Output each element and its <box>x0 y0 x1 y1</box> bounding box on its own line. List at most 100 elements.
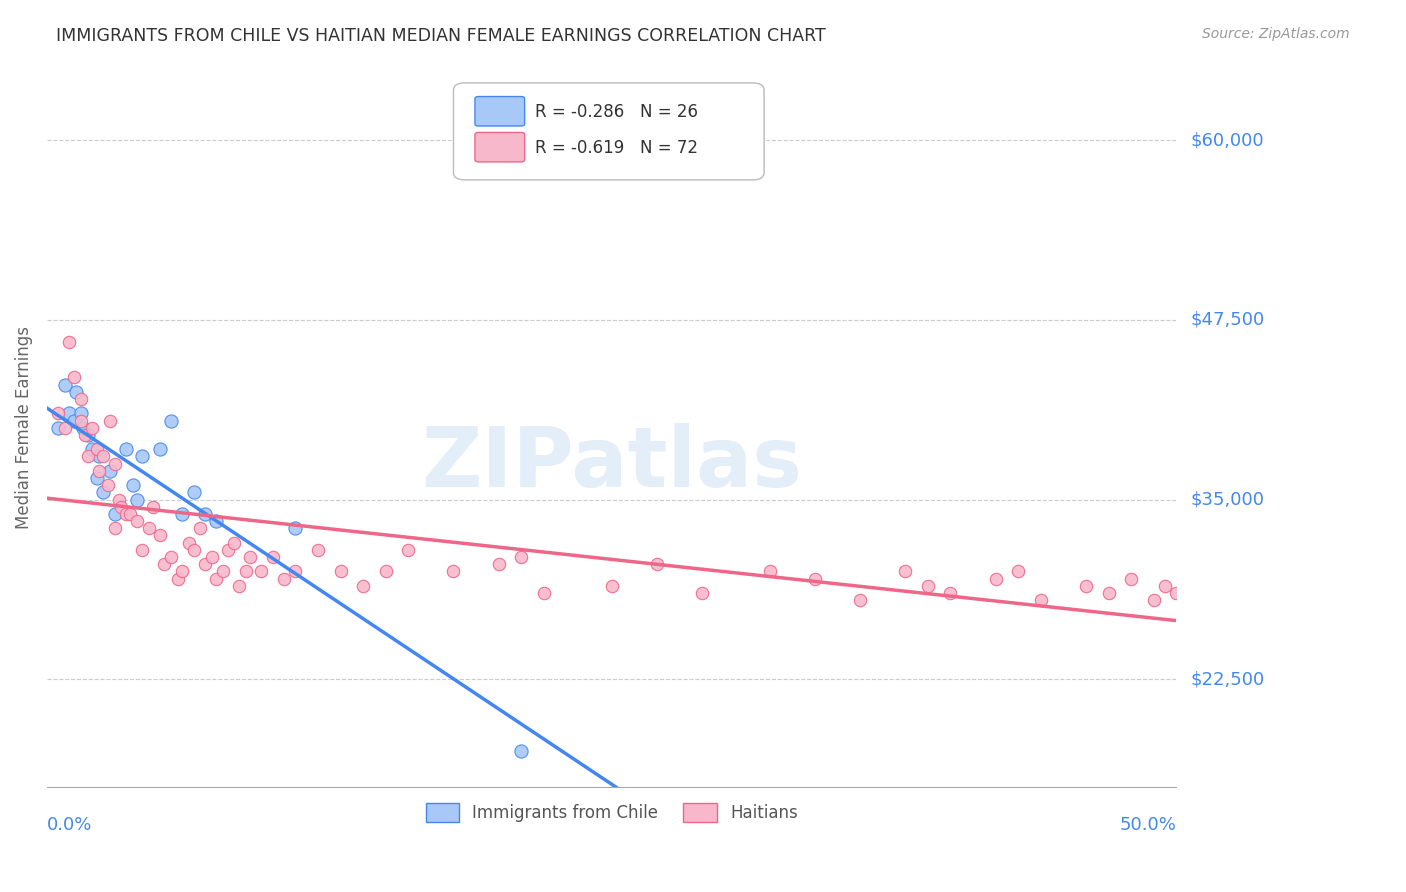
Point <box>917 579 939 593</box>
Text: R = -0.619   N = 72: R = -0.619 N = 72 <box>534 138 697 156</box>
Point <box>228 579 250 593</box>
Point <box>53 421 76 435</box>
Point <box>183 485 205 500</box>
Point <box>93 450 115 464</box>
Point <box>97 478 120 492</box>
Point <box>172 507 194 521</box>
Point <box>104 457 127 471</box>
FancyBboxPatch shape <box>454 83 763 180</box>
Text: IMMIGRANTS FROM CHILE VS HAITIAN MEDIAN FEMALE EARNINGS CORRELATION CHART: IMMIGRANTS FROM CHILE VS HAITIAN MEDIAN … <box>56 27 825 45</box>
Point <box>127 492 149 507</box>
Point <box>235 565 257 579</box>
Point <box>160 413 183 427</box>
Point <box>329 565 352 579</box>
Point <box>1154 579 1177 593</box>
Point <box>131 450 153 464</box>
Point <box>127 514 149 528</box>
Point <box>645 558 668 572</box>
Point <box>160 549 183 564</box>
Point <box>849 593 872 607</box>
Point <box>690 586 713 600</box>
Point <box>104 507 127 521</box>
Point <box>510 744 533 758</box>
Point <box>58 406 80 420</box>
Point <box>69 413 91 427</box>
Point <box>53 377 76 392</box>
Point <box>374 565 396 579</box>
Point <box>488 558 510 572</box>
Point <box>72 421 94 435</box>
Point <box>172 565 194 579</box>
Point <box>533 586 555 600</box>
Point <box>120 507 142 521</box>
Point <box>1121 572 1143 586</box>
Point <box>98 413 121 427</box>
Text: 50.0%: 50.0% <box>1119 815 1177 834</box>
Point <box>212 565 235 579</box>
Text: $60,000: $60,000 <box>1191 131 1264 149</box>
Point <box>86 442 108 457</box>
Point <box>121 478 143 492</box>
Point <box>201 549 224 564</box>
Point <box>104 521 127 535</box>
Point <box>179 535 201 549</box>
Point <box>284 565 307 579</box>
Point <box>76 428 98 442</box>
Point <box>131 542 153 557</box>
Point <box>273 572 295 586</box>
Point <box>396 542 419 557</box>
Point <box>205 572 228 586</box>
Point <box>65 384 87 399</box>
Point <box>224 535 246 549</box>
Point <box>352 579 374 593</box>
Point <box>183 542 205 557</box>
Point <box>142 500 165 514</box>
Point <box>190 521 212 535</box>
Point <box>1029 593 1052 607</box>
Point <box>63 413 86 427</box>
FancyBboxPatch shape <box>475 132 524 162</box>
Point <box>894 565 917 579</box>
Point <box>46 406 69 420</box>
Point <box>138 521 160 535</box>
Point <box>939 586 962 600</box>
Point <box>443 565 465 579</box>
Point <box>984 572 1007 586</box>
Text: Source: ZipAtlas.com: Source: ZipAtlas.com <box>1202 27 1350 41</box>
Point <box>76 450 98 464</box>
Point <box>149 528 172 542</box>
Point <box>63 370 86 384</box>
Point <box>80 421 103 435</box>
Text: ZIPatlas: ZIPatlas <box>422 423 801 504</box>
Text: $47,500: $47,500 <box>1191 311 1264 329</box>
Point <box>87 450 110 464</box>
Point <box>80 442 103 457</box>
Point <box>250 565 273 579</box>
FancyBboxPatch shape <box>475 96 524 126</box>
Y-axis label: Median Female Earnings: Median Female Earnings <box>15 326 32 529</box>
Point <box>69 406 91 420</box>
Point <box>262 549 284 564</box>
Point <box>46 421 69 435</box>
Legend: Immigrants from Chile, Haitians: Immigrants from Chile, Haitians <box>419 797 804 829</box>
Point <box>1166 586 1188 600</box>
Point <box>1007 565 1029 579</box>
Point <box>1143 593 1166 607</box>
Point <box>1097 586 1119 600</box>
Point <box>149 442 172 457</box>
Point <box>167 572 190 586</box>
Point <box>58 334 80 349</box>
Point <box>600 579 623 593</box>
Point <box>108 492 131 507</box>
Point <box>217 542 239 557</box>
Text: 0.0%: 0.0% <box>46 815 93 834</box>
Point <box>93 485 115 500</box>
Point <box>75 428 97 442</box>
Point <box>804 572 827 586</box>
Text: R = -0.286   N = 26: R = -0.286 N = 26 <box>534 103 697 120</box>
Point <box>153 558 176 572</box>
Text: $35,000: $35,000 <box>1191 491 1264 508</box>
Point <box>307 542 329 557</box>
Text: $22,500: $22,500 <box>1191 670 1264 688</box>
Point <box>510 549 533 564</box>
